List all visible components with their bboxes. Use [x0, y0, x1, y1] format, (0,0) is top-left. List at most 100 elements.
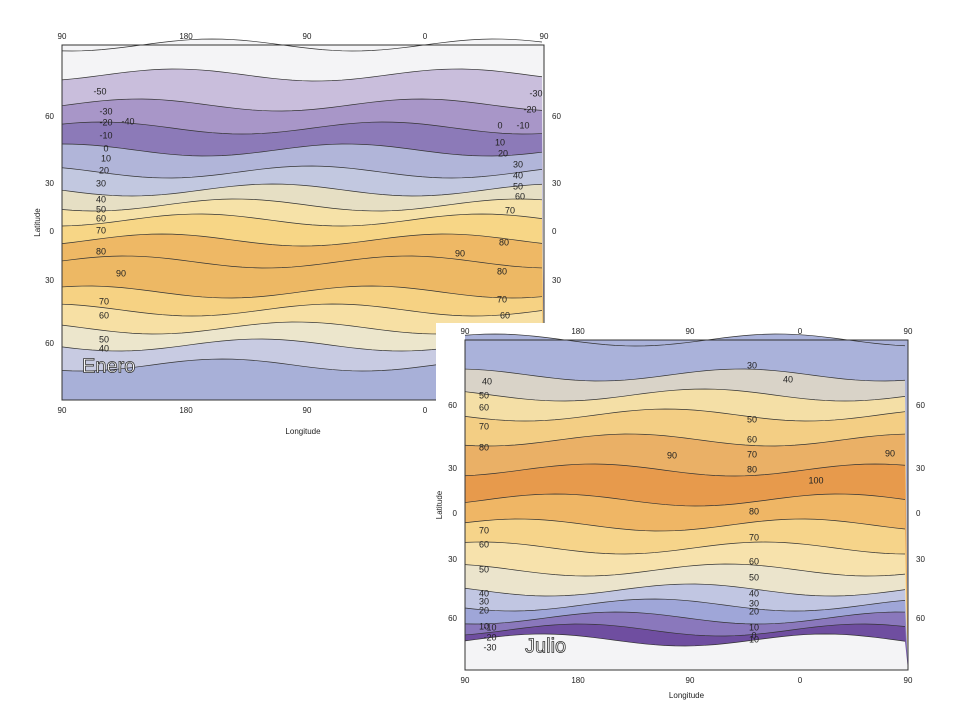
bottom-tick-label: 90 [58, 406, 67, 415]
contour-label: -50 [93, 86, 106, 96]
contour-label: 40 [479, 588, 489, 598]
contour-line [464, 388, 906, 402]
contour-label: 0 [103, 143, 108, 153]
left-tick-label: 0 [50, 227, 55, 236]
contour-line [464, 611, 906, 625]
right-tick-label: 60 [916, 614, 925, 623]
contour-label: 40 [99, 343, 109, 353]
left-tick-label: 60 [45, 112, 54, 121]
contour-label: -20 [483, 632, 496, 642]
contour-label: 30 [479, 596, 489, 606]
contour-label: 50 [479, 564, 489, 574]
contour-line [464, 368, 906, 382]
left-tick-label: 60 [45, 339, 54, 348]
contour-label: 70 [497, 294, 507, 304]
contour-label: 60 [479, 539, 489, 549]
y-axis-label: Latitude [435, 490, 444, 519]
contour-label: 50 [479, 390, 489, 400]
contour-label: -10 [483, 622, 496, 632]
contour-label: 50 [99, 334, 109, 344]
bottom-tick-label: 180 [571, 676, 585, 685]
contour-line [61, 213, 543, 227]
contour-label: -40 [121, 116, 134, 126]
top-tick-label: 180 [179, 32, 193, 41]
contour-line [61, 303, 543, 317]
contour-label: 60 [500, 310, 510, 320]
contour-label: 20 [749, 606, 759, 616]
contour-label: 10 [479, 621, 489, 631]
contour-label: 60 [515, 191, 525, 201]
map-title: Julio [525, 635, 566, 657]
contour-label: 80 [96, 246, 106, 256]
contour-label: 80 [749, 506, 759, 516]
contour-label: 40 [513, 170, 523, 180]
contour-label: -30 [483, 642, 496, 652]
contour-label: 40 [749, 588, 759, 598]
map-frame [464, 339, 909, 671]
right-tick-label: 0 [552, 227, 557, 236]
contour-line [464, 408, 906, 422]
contour-label: 0 [497, 120, 502, 130]
contour-label: 60 [749, 556, 759, 566]
contour-label: 50 [513, 181, 523, 191]
map-0 [61, 38, 545, 401]
contour-label: -30 [529, 88, 542, 98]
contour-line [464, 598, 906, 612]
contour-label: 60 [747, 434, 757, 444]
left-tick-label: 30 [45, 276, 54, 285]
contour-line [61, 98, 543, 112]
contour-label: 60 [96, 213, 106, 223]
bottom-tick-label: 90 [904, 676, 913, 685]
top-tick-label: 0 [798, 327, 803, 336]
contour-label: 10 [749, 622, 759, 632]
contour-line [61, 183, 543, 197]
contour-label: 30 [96, 178, 106, 188]
contour-line [464, 433, 906, 447]
contour-label: 70 [749, 532, 759, 542]
contour-line [464, 623, 906, 637]
left-tick-label: 30 [448, 555, 457, 564]
contour-label: 10 [495, 137, 505, 147]
contour-line [61, 233, 543, 247]
contour-label: -20 [523, 104, 536, 114]
contour-line [464, 463, 906, 477]
top-tick-label: 90 [540, 32, 549, 41]
map-frame [61, 44, 545, 401]
contour-label: 0 [751, 630, 756, 640]
contour-label: 70 [747, 449, 757, 459]
right-tick-label: 30 [552, 276, 561, 285]
contour-label: 40 [783, 374, 793, 384]
contour-label: 80 [499, 237, 509, 247]
top-tick-label: 90 [303, 32, 312, 41]
contour-label: 20 [479, 605, 489, 615]
contour-line [61, 198, 543, 212]
contour-label: 70 [479, 525, 489, 535]
right-tick-label: 60 [552, 112, 561, 121]
contour-label: 70 [479, 421, 489, 431]
contour-line [61, 121, 543, 135]
top-tick-label: 90 [461, 327, 470, 336]
left-tick-label: 0 [453, 509, 458, 518]
top-tick-label: 180 [571, 327, 585, 336]
contour-line [61, 285, 543, 299]
contour-line [61, 255, 543, 269]
right-tick-label: 30 [916, 464, 925, 473]
contour-label: 90 [116, 268, 126, 278]
contour-label: 50 [96, 204, 106, 214]
right-tick-label: 30 [552, 179, 561, 188]
contour-label: 30 [513, 159, 523, 169]
bottom-tick-label: 90 [686, 676, 695, 685]
contour-label: 90 [667, 450, 677, 460]
contour-label: 100 [808, 475, 823, 485]
contour-line [61, 68, 543, 82]
contour-label: 70 [505, 205, 515, 215]
left-tick-label: 30 [45, 179, 54, 188]
bottom-tick-label: 90 [461, 676, 470, 685]
contour-line [464, 563, 906, 577]
contour-line [61, 143, 543, 157]
right-tick-label: 30 [916, 555, 925, 564]
contour-line [464, 518, 906, 532]
contour-label: 80 [497, 266, 507, 276]
contour-label: 90 [885, 448, 895, 458]
contour-label: 60 [99, 310, 109, 320]
